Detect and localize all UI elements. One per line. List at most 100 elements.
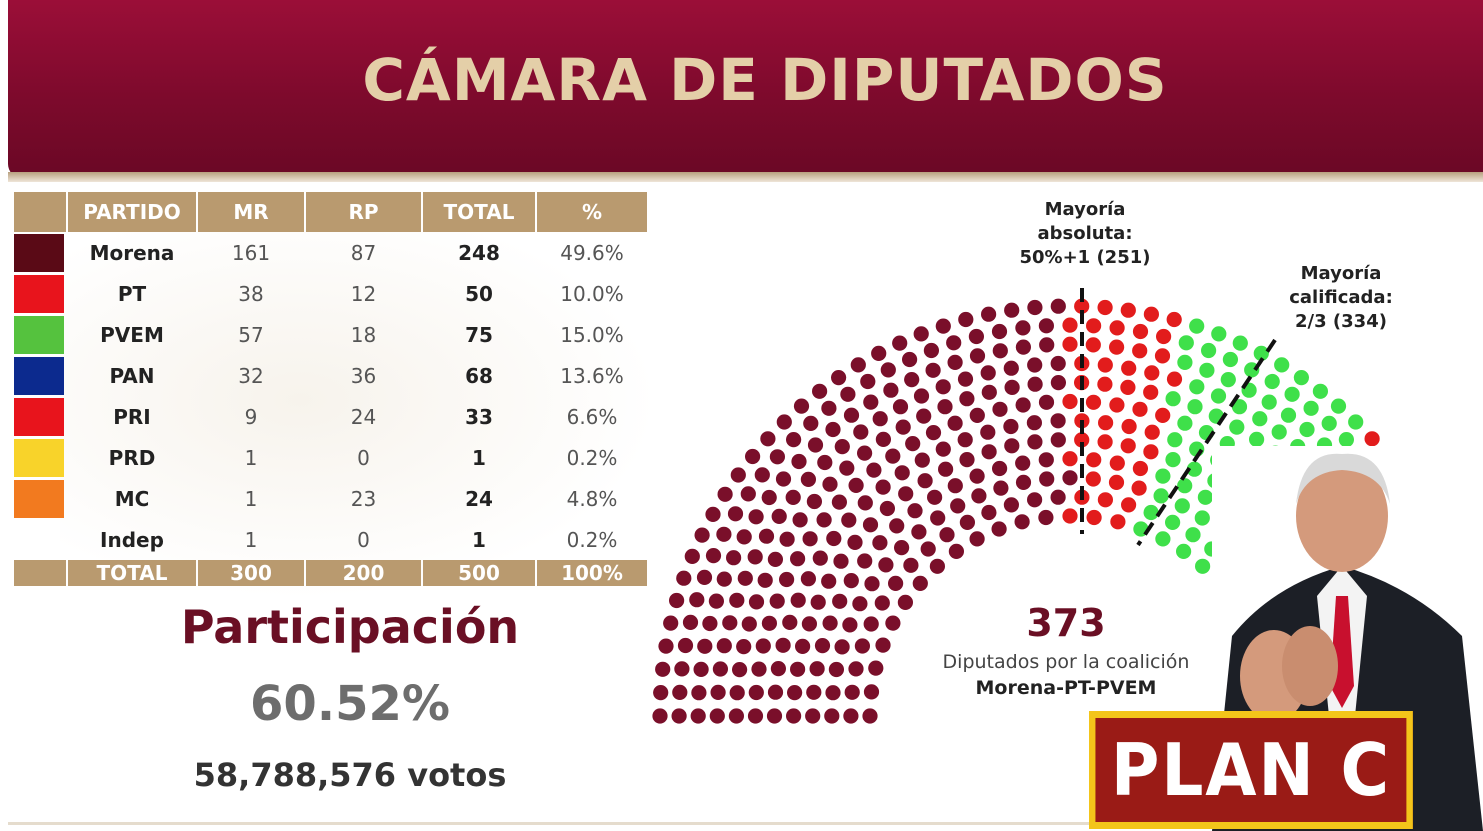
- seat-dot: [1271, 424, 1287, 440]
- seat-dot: [1004, 302, 1020, 318]
- seat-dot: [843, 573, 859, 589]
- seat-dot: [792, 512, 808, 528]
- seat-dot: [898, 486, 914, 502]
- rp-value: 18: [350, 322, 377, 347]
- seat-dot: [1097, 434, 1113, 450]
- seat-dot: [1109, 455, 1125, 471]
- seat-dot: [1038, 509, 1054, 526]
- seat-dot: [1015, 397, 1031, 413]
- seat-dot: [1050, 489, 1066, 505]
- seat-dot: [674, 661, 690, 677]
- seat-dot: [892, 335, 908, 351]
- seat-dot: [1154, 348, 1171, 364]
- table-header-row: PARTIDO MR RP TOTAL %: [14, 192, 647, 232]
- seat-dot: [1062, 317, 1078, 333]
- party-color-swatch: [14, 233, 64, 272]
- seat-dot: [959, 391, 975, 407]
- seat-dot: [927, 489, 943, 505]
- seat-dot: [1189, 379, 1205, 395]
- seat-dot: [1176, 543, 1192, 560]
- seat-dot: [897, 594, 914, 611]
- seat-dot: [745, 448, 761, 465]
- mr-value: 57: [238, 322, 264, 347]
- rp-value: 23: [350, 486, 377, 511]
- header-rp: RP: [306, 192, 421, 232]
- seat-dot: [1121, 418, 1137, 435]
- seat-dot: [1062, 451, 1078, 467]
- rp-value: 12: [350, 281, 377, 306]
- seat-dot: [755, 638, 771, 654]
- rp-value: 0: [357, 445, 370, 470]
- seat-dot: [923, 342, 940, 359]
- seat-dot: [1330, 398, 1347, 414]
- seat-dot: [652, 708, 668, 724]
- seat-dot: [888, 575, 904, 592]
- seat-dot: [1109, 339, 1125, 355]
- seat-dot: [809, 661, 825, 677]
- seat-dot: [802, 531, 818, 547]
- seat-dot: [925, 362, 941, 378]
- seat-dot: [875, 637, 891, 653]
- title-banner: [8, 0, 1483, 178]
- seat-dot: [684, 548, 700, 565]
- total-value: 33: [465, 404, 493, 429]
- seat-dot: [1312, 383, 1328, 399]
- participation-percent: 60.52%: [250, 676, 450, 732]
- banner-band: [8, 172, 1483, 182]
- seat-dot: [769, 593, 785, 609]
- seat-dot: [831, 494, 848, 510]
- seat-dot: [790, 661, 806, 677]
- seat-dot: [969, 348, 986, 364]
- seat-dot: [775, 637, 791, 653]
- mr-value: 1: [244, 445, 258, 470]
- party-name: Indep: [100, 527, 164, 552]
- seat-dot: [959, 514, 976, 531]
- seat-dot: [1132, 343, 1148, 359]
- seat-dot: [1026, 415, 1042, 431]
- seat-dot: [889, 518, 905, 534]
- seat-dot: [751, 661, 767, 677]
- seat-dot: [1015, 474, 1032, 490]
- seat-dot: [825, 685, 841, 701]
- seat-dot: [968, 328, 985, 345]
- seat-dot: [1143, 504, 1159, 521]
- table-row: MC 1 23 24 4.8%: [14, 478, 647, 519]
- party-swatch: [14, 437, 66, 478]
- seat-dot: [874, 595, 890, 611]
- seat-dot: [747, 708, 764, 724]
- seat-dot: [1027, 434, 1043, 450]
- seat-dot: [672, 684, 688, 701]
- seat-dot: [696, 569, 713, 586]
- seat-dot: [1038, 452, 1054, 468]
- seat-dot: [758, 528, 775, 544]
- mr-value: 38: [238, 281, 264, 306]
- seat-dot: [776, 414, 792, 430]
- total-value: 1: [472, 527, 486, 552]
- seat-dot: [810, 594, 826, 610]
- seat-dot: [760, 431, 776, 447]
- party-name: PVEM: [100, 322, 164, 347]
- seat-dot: [880, 362, 896, 378]
- seat-dot: [737, 570, 753, 586]
- seat-dot: [1109, 397, 1125, 413]
- seat-dot: [1264, 373, 1280, 390]
- qualified-majority-line: [1136, 338, 1277, 547]
- absolute-majority-label-3: 50%+1 (251): [1020, 247, 1151, 268]
- footer-total: 500: [423, 560, 535, 586]
- seat-dot: [847, 534, 863, 551]
- seat-dot: [1220, 372, 1236, 388]
- plan-c-badge: PLAN C: [1089, 711, 1413, 829]
- seat-dot: [920, 541, 936, 557]
- seat-dot: [878, 557, 894, 573]
- seat-dot: [767, 684, 784, 700]
- seat-dot: [981, 306, 997, 322]
- seat-dot: [803, 415, 819, 431]
- seat-dot: [736, 529, 752, 545]
- table-row: PVEM 57 18 75 15.0%: [14, 314, 647, 355]
- seat-dot: [716, 571, 732, 587]
- seat-dot: [1194, 510, 1210, 526]
- seat-dot: [1027, 299, 1043, 316]
- seat-dot: [843, 407, 860, 423]
- seat-dot: [705, 506, 721, 522]
